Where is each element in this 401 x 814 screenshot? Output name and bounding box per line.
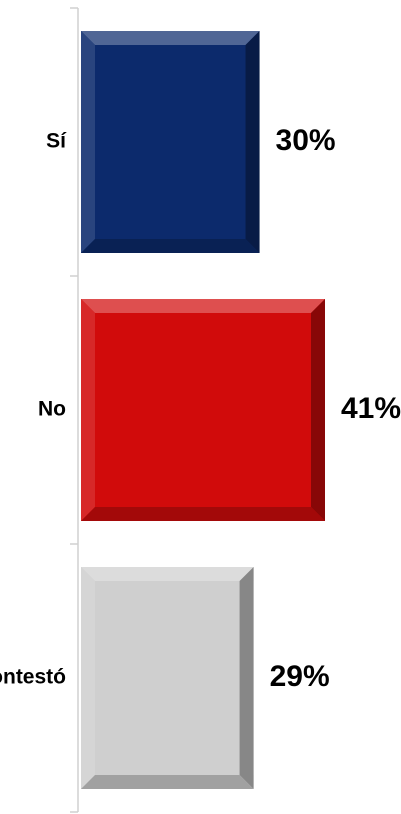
bar-face — [81, 31, 260, 253]
bar-bevel-bottom — [81, 507, 325, 521]
bar-bevel-right — [239, 567, 254, 789]
bar-bevel-bottom — [81, 239, 260, 253]
bar-face — [81, 299, 325, 521]
label-layer: Sí 30% No 41% No contestó 29% — [0, 124, 401, 693]
category-label: No contestó — [0, 666, 66, 689]
bar-bevel-top — [81, 567, 254, 581]
bar-face — [81, 567, 254, 789]
bar-2 — [81, 299, 325, 521]
bar-bevel-left — [81, 31, 95, 253]
bar-bevel-left — [81, 299, 95, 521]
value-label: 30% — [276, 124, 336, 157]
bar-bevel-left — [81, 567, 95, 789]
bar-layer — [81, 31, 325, 789]
bar-bevel-bottom — [81, 775, 254, 789]
bar-bevel-right — [311, 299, 325, 521]
axis-layer — [70, 7, 79, 813]
bar-3 — [81, 567, 254, 789]
bar-bevel-right — [245, 31, 260, 253]
value-label: 41% — [341, 392, 401, 425]
value-label: 29% — [270, 660, 330, 693]
category-label: No — [38, 398, 66, 421]
bar-1 — [81, 31, 260, 253]
bar-bevel-top — [81, 31, 260, 45]
bar-bevel-top — [81, 299, 325, 313]
category-label: Sí — [46, 130, 67, 153]
